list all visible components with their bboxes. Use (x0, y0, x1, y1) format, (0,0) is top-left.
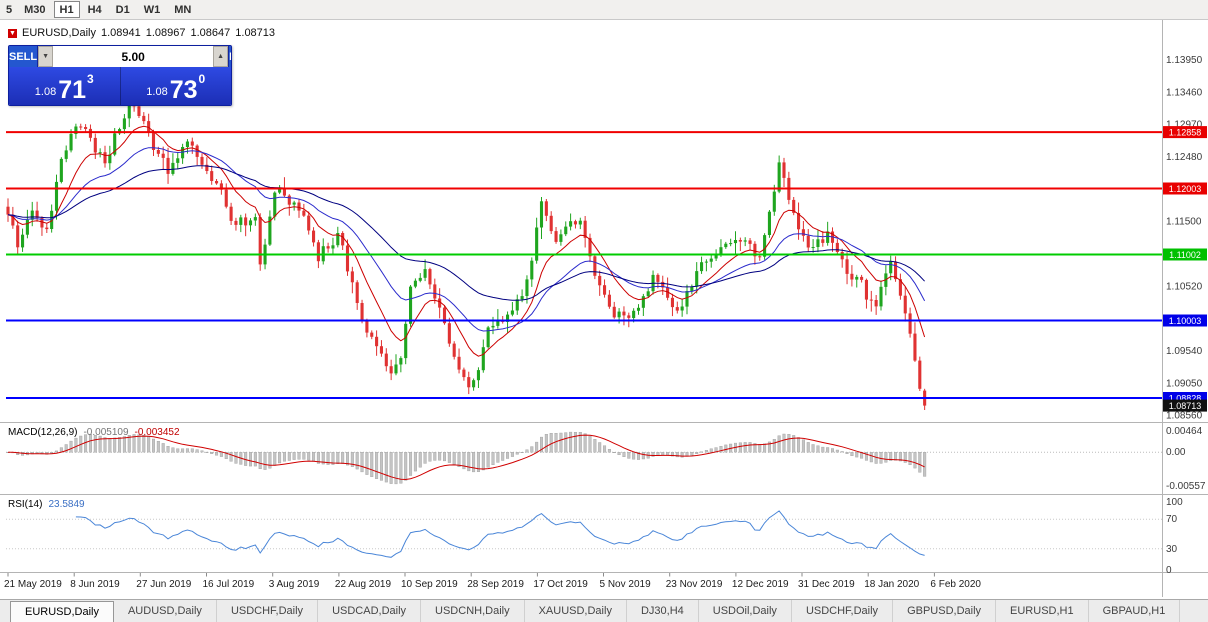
svg-text:-0.00557: -0.00557 (1166, 481, 1206, 492)
svg-text:1.10003: 1.10003 (1169, 316, 1202, 326)
svg-text:12 Dec 2019: 12 Dec 2019 (732, 579, 789, 590)
support-resistance-lines[interactable] (6, 131, 1162, 399)
chart-tab-usdchf-daily[interactable]: USDCHF,Daily (792, 600, 894, 622)
svg-text:16 Jul 2019: 16 Jul 2019 (203, 579, 255, 590)
rsi-value: 23.5849 (48, 499, 85, 510)
svg-text:6 Feb 2020: 6 Feb 2020 (930, 579, 981, 590)
svg-text:70: 70 (1166, 514, 1178, 525)
svg-text:1.08828: 1.08828 (1169, 394, 1202, 404)
chart-symbol-period: EURUSD,Daily (22, 27, 96, 39)
svg-text:22 Aug 2019: 22 Aug 2019 (335, 579, 392, 590)
chart-tab-usdoil-daily[interactable]: USDOil,Daily (699, 600, 792, 622)
svg-text:1.13460: 1.13460 (1166, 87, 1203, 98)
buy-price-big: 73 (169, 75, 198, 104)
timeframe-toolbar: 5 M30 H1 H4 D1 W1 MN (0, 0, 1208, 20)
svg-text:23 Nov 2019: 23 Nov 2019 (666, 579, 723, 590)
chart-tab-xauusd-daily[interactable]: XAUUSD,Daily (525, 600, 627, 622)
price-tags: 1.12858 1.12003 1.11002 1.10003 1.088281.087… (1163, 126, 1207, 412)
volume-decrease-button[interactable]: ▼ (38, 46, 54, 67)
svg-text:0.00464: 0.00464 (1166, 426, 1203, 437)
ohlc-open: 1.08941 (100, 27, 141, 39)
chart-tab-eurusd-h1[interactable]: EURUSD,H1 (996, 600, 1089, 622)
macd-title: MACD(12,26,9) (8, 427, 78, 438)
svg-text:1.13950: 1.13950 (1166, 55, 1203, 66)
chart-tab-dj30-h4[interactable]: DJ30,H4 (627, 600, 699, 622)
chart-tab-usdchf-daily[interactable]: USDCHF,Daily (217, 600, 319, 622)
svg-text:1.09540: 1.09540 (1166, 346, 1203, 357)
svg-text:30: 30 (1166, 544, 1178, 555)
time-axis[interactable]: 21 May 2019 8 Jun 2019 27 Jun 2019 16 Jul 2… (4, 573, 981, 590)
svg-text:10 Sep 2019: 10 Sep 2019 (401, 579, 458, 590)
trade-controls-row: SELL ▼ ▲ BUY (9, 46, 231, 67)
chart-ohlc-header: ▼ EURUSD,Daily 1.08941 1.08967 1.08647 1… (8, 27, 275, 39)
svg-text:1.11002: 1.11002 (1169, 250, 1201, 260)
chart-tab-usdcnh-daily[interactable]: USDCNH,Daily (421, 600, 525, 622)
svg-text:0.00: 0.00 (1166, 447, 1186, 458)
svg-text:21 May 2019: 21 May 2019 (4, 579, 62, 590)
buy-price-display[interactable]: 1.08 73 0 (121, 67, 232, 105)
timeframe-button-mn[interactable]: MN (168, 1, 197, 18)
macd-main-value: -0.005109 (83, 427, 129, 438)
timeframe-button-h1[interactable]: H1 (53, 1, 80, 18)
sell-price-prefix: 1.08 (34, 86, 57, 98)
ohlc-low: 1.08647 (190, 27, 231, 39)
svg-text:28 Sep 2019: 28 Sep 2019 (467, 579, 524, 590)
svg-text:1.10520: 1.10520 (1166, 281, 1203, 292)
svg-text:3 Aug 2019: 3 Aug 2019 (269, 579, 320, 590)
chart-tab-eurusd-daily[interactable]: EURUSD,Daily (10, 601, 114, 622)
buy-price-pip: 0 (198, 72, 206, 86)
chart-tab-usdcad-daily[interactable]: USDCAD,Daily (318, 600, 422, 622)
rsi-indicator-label: RSI(14) 23.5849 (8, 499, 85, 510)
svg-text:1.11500: 1.11500 (1166, 217, 1202, 228)
chart-tab-gbpaud-h1[interactable]: GBPAUD,H1 (1089, 600, 1181, 622)
svg-text:1.08560: 1.08560 (1166, 411, 1203, 422)
svg-text:5 Nov 2019: 5 Nov 2019 (600, 579, 652, 590)
timeframe-button-5[interactable]: 5 (2, 1, 16, 18)
chart-tab-audusd-daily[interactable]: AUDUSD,Daily (114, 600, 217, 622)
macd-indicator-label: MACD(12,26,9) -0.005109 -0.003452 (8, 427, 180, 438)
svg-text:27 Jun 2019: 27 Jun 2019 (136, 579, 191, 590)
svg-text:8 Jun 2019: 8 Jun 2019 (70, 579, 120, 590)
rsi-title: RSI(14) (8, 499, 43, 510)
ohlc-close: 1.08713 (235, 27, 276, 39)
volume-control: ▼ ▲ (38, 46, 229, 67)
price-axis[interactable]: 1.13950 1.13460 1.12970 1.12480 1.11500 1.105… (1166, 55, 1206, 576)
chart-tabs-bar: EURUSD,Daily AUDUSD,Daily USDCHF,Daily USDC… (0, 599, 1208, 622)
svg-text:1.12970: 1.12970 (1166, 120, 1203, 131)
one-click-trading-panel: SELL ▼ ▲ BUY 1.08 71 3 1.08 73 0 (8, 45, 232, 106)
buy-button[interactable]: BUY (229, 46, 231, 67)
volume-increase-button[interactable]: ▲ (213, 46, 229, 67)
svg-text:1.09050: 1.09050 (1166, 378, 1203, 389)
svg-text:17 Oct 2019: 17 Oct 2019 (533, 579, 588, 590)
timeframe-button-m30[interactable]: M30 (18, 1, 51, 18)
svg-text:18 Jan 2020: 18 Jan 2020 (864, 579, 919, 590)
sell-price-pip: 3 (87, 72, 94, 86)
sell-price-display[interactable]: 1.08 71 3 (9, 67, 121, 105)
volume-input[interactable] (53, 46, 214, 67)
buy-price-prefix: 1.08 (146, 86, 168, 98)
price-down-arrow-icon: ▼ (8, 28, 17, 38)
timeframe-button-w1[interactable]: W1 (138, 1, 167, 18)
svg-text:0: 0 (1166, 565, 1172, 576)
rsi-indicator (6, 510, 1162, 558)
macd-signal-value: -0.003452 (134, 427, 180, 438)
chart-canvas[interactable]: 1.13950 1.13460 1.12970 1.12480 1.11500 1.105… (0, 20, 1208, 599)
svg-text:100: 100 (1166, 497, 1183, 508)
ohlc-high: 1.08967 (145, 27, 186, 39)
svg-text:1.12858: 1.12858 (1169, 128, 1202, 138)
svg-text:1.12480: 1.12480 (1166, 152, 1203, 163)
chart-tab-gbpusd-daily[interactable]: GBPUSD,Daily (893, 600, 997, 622)
sell-price-big: 71 (58, 75, 87, 104)
svg-text:1.08713: 1.08713 (1169, 401, 1202, 411)
svg-text:31 Dec 2019: 31 Dec 2019 (798, 579, 855, 590)
timeframe-button-d1[interactable]: D1 (110, 1, 136, 18)
sell-button[interactable]: SELL (9, 46, 38, 67)
macd-indicator (6, 431, 1162, 485)
timeframe-button-h4[interactable]: H4 (82, 1, 108, 18)
svg-text:1.12003: 1.12003 (1169, 184, 1202, 194)
trade-prices-row: 1.08 71 3 1.08 73 0 (9, 67, 231, 105)
